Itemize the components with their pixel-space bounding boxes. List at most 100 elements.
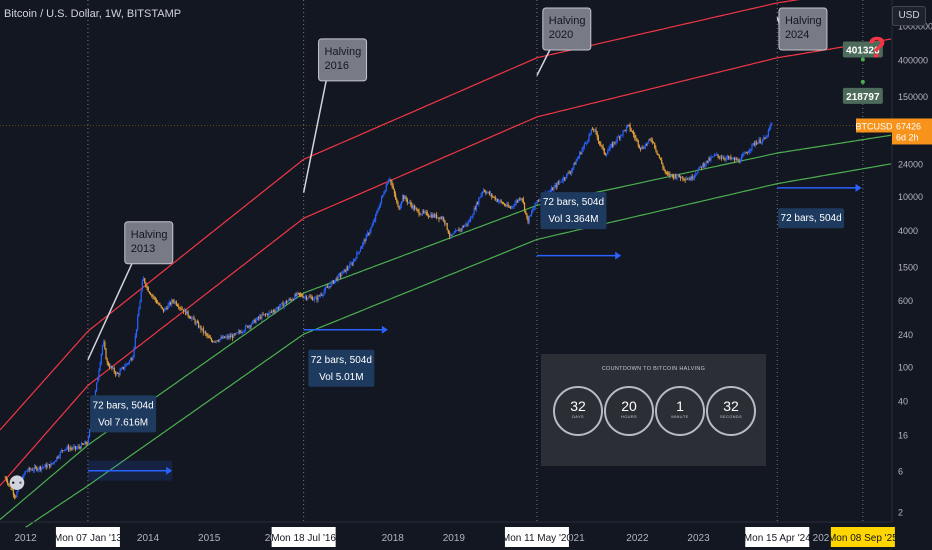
price-candle-body [479, 197, 481, 199]
price-candle-body [368, 233, 370, 235]
date-tag-1 [271, 527, 336, 547]
price-candle-body [322, 294, 324, 296]
price-candle-body [128, 360, 131, 363]
price-candle-body [104, 342, 106, 349]
price-candle-body [233, 333, 235, 338]
price-candle-body [682, 176, 684, 180]
price-candle-body [74, 446, 77, 449]
price-candle-body [669, 173, 671, 176]
price-candle-body [526, 213, 528, 218]
price-candle-body [744, 152, 746, 154]
price-candle-body [713, 154, 716, 157]
price-candle-body [70, 448, 72, 450]
price-candle-body [688, 178, 690, 180]
price-candle-body [409, 202, 411, 203]
price-candle-body [625, 126, 628, 131]
price-candle-body [494, 197, 496, 201]
date-tag-3 [745, 527, 810, 547]
price-candle-body [108, 365, 111, 368]
y-tick-label: 10000 [898, 192, 923, 202]
price-candle-body [292, 299, 295, 300]
price-candle-body [396, 198, 398, 202]
price-candle-body [45, 464, 47, 468]
symbol-title[interactable]: Bitcoin / U.S. Dollar, 1W, BITSTAMP [4, 8, 182, 20]
halving-countdown-widget: COUNTDOWN TO BITCOIN HALVING 32 DAYS 20 … [541, 354, 766, 466]
price-candle-body [719, 157, 721, 159]
price-candle-body [606, 154, 608, 156]
price-candle-body [446, 222, 448, 230]
price-candle-body [754, 142, 757, 145]
price-candle-body [534, 202, 536, 208]
price-candle-body [349, 263, 351, 268]
price-candle-body [406, 199, 408, 203]
price-candle-body [50, 463, 52, 468]
price-candle-body [307, 298, 309, 300]
y-tick-label: 1500 [898, 262, 918, 272]
x-tick-label: 202 [813, 533, 830, 544]
price-candle-body [17, 487, 19, 492]
trend-curve-3 [25, 163, 891, 528]
measure-arrowhead-0 [166, 466, 173, 475]
price-candle-body [65, 448, 67, 450]
price-candle-body [589, 133, 591, 136]
price-candle-body [513, 205, 515, 207]
price-candle-body [643, 148, 645, 149]
price-candle-body [712, 156, 714, 158]
price-candle-body [486, 192, 488, 194]
price-candle-body [628, 124, 630, 126]
price-candle-body [597, 137, 600, 142]
price-candle-body [602, 146, 604, 149]
price-candle-body [530, 211, 533, 215]
price-candle-body [399, 205, 401, 210]
currency-button[interactable]: USD [892, 6, 926, 26]
price-candle-body [214, 341, 216, 343]
price-candle-body [630, 129, 632, 132]
price-candle-body [412, 205, 414, 209]
price-candle-body [83, 444, 85, 446]
price-candle-body [339, 274, 342, 276]
price-candle-body [434, 214, 437, 218]
price-candle-body [39, 466, 41, 470]
price-candle-body [309, 296, 311, 298]
price-candle-body [753, 143, 755, 145]
price-candle-body [484, 190, 486, 192]
price-candle-body [11, 489, 13, 491]
price-candle-body [71, 448, 73, 450]
price-candle-body [173, 301, 175, 303]
price-candle-body [335, 278, 337, 281]
halving-callout-year: 2024 [785, 29, 809, 41]
measure-label-text: Vol 5.01M [319, 372, 363, 383]
price-candle-body [691, 176, 693, 179]
price-candle-body [346, 267, 349, 269]
price-candle-body [766, 136, 768, 138]
price-candle-body [207, 335, 209, 337]
price-candle-body [596, 132, 598, 138]
price-candle-body [287, 301, 289, 303]
measure-label-text: 72 bars, 504d [543, 197, 604, 208]
price-candle-body [452, 233, 454, 235]
price-candle-body [467, 221, 469, 225]
price-candle-body [674, 174, 676, 178]
price-candle-body [651, 140, 653, 142]
price-candle-body [182, 309, 184, 312]
price-candle-body [35, 466, 37, 468]
price-candle-body [492, 196, 494, 198]
price-candle-body [194, 319, 196, 324]
price-candle-body [318, 295, 320, 297]
price-candle-body [40, 467, 43, 470]
price-candle-body [770, 124, 772, 128]
price-candle-body [582, 146, 584, 150]
price-candle-body [402, 195, 404, 202]
price-candle-body [392, 186, 394, 190]
price-candle-body [210, 338, 213, 341]
price-candle-body [572, 167, 574, 171]
price-candle-body [731, 158, 733, 160]
price-candle-body [397, 201, 399, 206]
y-tick-label: 2 [898, 507, 903, 517]
price-candle-body [273, 310, 275, 312]
date-tag-4 [830, 527, 895, 547]
price-candle-body [771, 123, 773, 125]
price-candle-body [695, 174, 697, 176]
price-candle-body [179, 307, 181, 309]
